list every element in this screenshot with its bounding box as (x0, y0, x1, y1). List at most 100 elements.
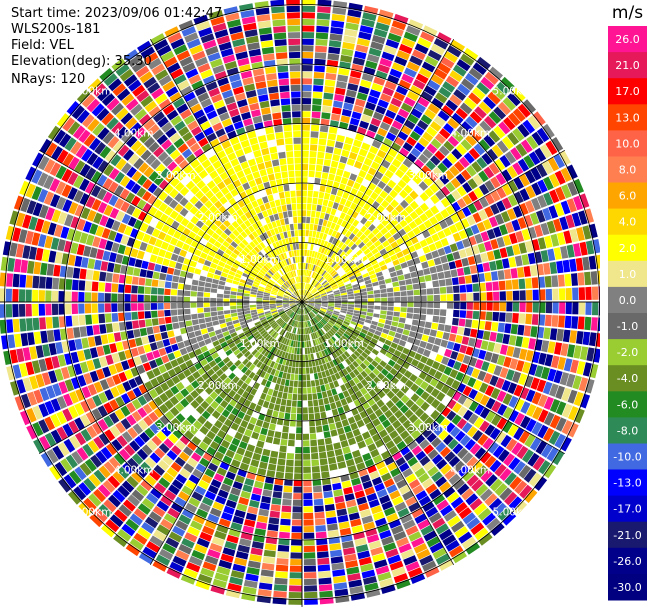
range-gate (322, 99, 333, 107)
range-gate (478, 349, 487, 360)
range-gate (74, 255, 83, 267)
range-gate (523, 468, 537, 483)
range-gate (465, 116, 478, 129)
range-gate (363, 521, 376, 531)
range-gate (480, 340, 489, 350)
range-gate (379, 529, 392, 540)
range-gate (407, 440, 418, 451)
range-gate (471, 161, 483, 173)
range-gate (305, 367, 310, 374)
range-gate (248, 225, 255, 233)
range-gate (267, 282, 274, 287)
range-gate (252, 331, 260, 337)
range-gate (370, 337, 378, 345)
range-gate (403, 184, 413, 194)
range-gate (285, 359, 290, 366)
range-gate (176, 50, 191, 61)
range-gate (377, 165, 387, 175)
range-gate (293, 292, 298, 298)
range-gate (240, 490, 251, 499)
range-gate (381, 159, 391, 169)
range-gate (359, 25, 374, 34)
range-gate (362, 431, 371, 440)
range-gate (470, 328, 478, 338)
range-gate (501, 136, 514, 150)
range-gate (300, 308, 302, 315)
range-gate (334, 350, 341, 357)
range-gate (206, 368, 215, 377)
range-gate (184, 201, 194, 211)
range-gate (162, 156, 173, 167)
range-gate (340, 290, 347, 294)
range-gate (445, 278, 453, 286)
range-gate (271, 339, 277, 346)
range-gate (369, 380, 377, 389)
range-gate (200, 567, 215, 578)
range-gate (526, 302, 533, 313)
range-gate (256, 262, 263, 269)
range-gate (326, 275, 333, 282)
range-gate (324, 86, 335, 94)
range-gate (393, 13, 409, 25)
range-gate (153, 407, 164, 418)
range-gate (350, 393, 358, 402)
range-gate (109, 425, 121, 438)
range-gate (370, 505, 383, 515)
range-gate (238, 285, 245, 290)
range-gate (336, 81, 347, 89)
range-gate (124, 444, 136, 457)
range-gate (411, 445, 423, 456)
range-gate (259, 461, 268, 470)
range-gate (358, 241, 365, 249)
range-gate (121, 93, 135, 106)
range-gate (409, 373, 418, 383)
range-gate (318, 191, 325, 199)
range-gate (572, 302, 579, 315)
range-gate (200, 400, 210, 410)
range-gate (304, 347, 308, 355)
range-gate (311, 210, 316, 218)
range-gate (429, 541, 444, 554)
range-gate (268, 517, 280, 525)
range-gate (210, 335, 218, 342)
range-gate (265, 394, 272, 402)
range-gate (124, 312, 132, 321)
range-gate (456, 209, 466, 220)
range-gate (490, 353, 499, 364)
range-gate (347, 194, 355, 202)
range-gate (204, 312, 211, 318)
range-gate (27, 260, 35, 274)
range-gate (18, 304, 26, 317)
range-gate (373, 376, 381, 385)
range-gate (511, 442, 523, 456)
range-gate (150, 33, 166, 45)
range-gate (257, 515, 268, 523)
range-gate (206, 132, 217, 142)
range-gate (117, 144, 130, 157)
range-gate (102, 178, 113, 190)
range-gate (226, 259, 234, 267)
range-gate (273, 274, 279, 280)
range-gate (327, 523, 338, 531)
range-gate (456, 125, 469, 138)
range-gate (111, 58, 126, 72)
range-gate (337, 162, 346, 170)
range-gate (452, 317, 459, 326)
range-gate (413, 125, 425, 136)
range-gate (512, 244, 521, 256)
range-gate (249, 326, 257, 332)
range-gate (7, 334, 16, 349)
range-gate (277, 551, 289, 559)
range-gate (343, 425, 352, 433)
range-gate (297, 341, 300, 348)
range-gate (289, 420, 296, 427)
range-gate (317, 313, 323, 319)
range-gate (392, 496, 404, 506)
range-gate (329, 382, 335, 390)
range-gate (62, 153, 75, 167)
range-gate (107, 136, 120, 149)
range-gate (505, 280, 513, 290)
range-gate (177, 255, 185, 264)
range-gate (199, 214, 209, 224)
range-gate (228, 342, 236, 349)
